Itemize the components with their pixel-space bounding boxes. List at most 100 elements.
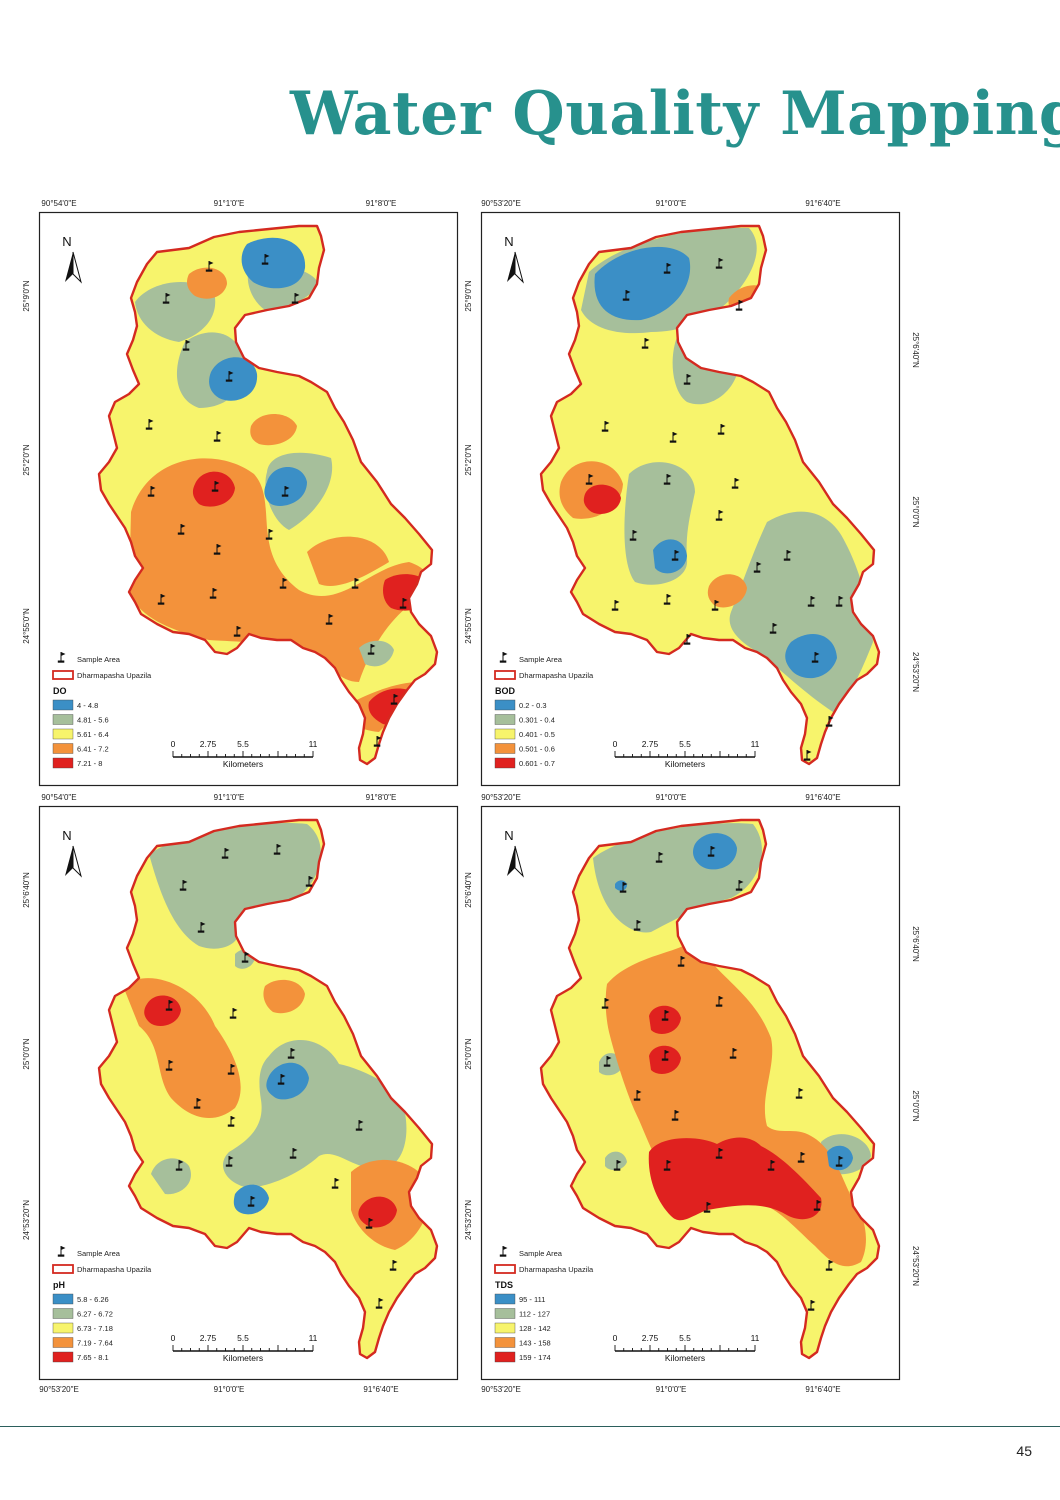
legend-swatch [52,1351,74,1363]
sample-site-icon [365,1218,374,1229]
sample-site-icon [825,1260,834,1271]
class-zone [358,1196,397,1228]
sample-site-icon [325,614,334,625]
legend-swatch [52,757,74,769]
sample-site-icon [287,1048,296,1059]
sample-site-icon [715,258,724,269]
sample-site-icon [225,371,234,382]
sample-site-icon [265,529,274,540]
right-coordinate-label: 24°53'20"N [911,1246,920,1286]
sample-site-icon [351,578,360,589]
sample-site-icon [707,846,716,857]
scale-tick-label: 0 [171,739,176,749]
legend-class-label: 4 - 4.8 [77,701,98,710]
sample-site-icon [813,1200,822,1211]
north-arrow-icon: N [504,828,524,878]
sample-site-icon [499,652,508,663]
legend-class-label: 6.27 - 6.72 [77,1310,113,1319]
sample-site-icon [145,419,154,430]
legend-class-label: 0.501 - 0.6 [519,745,555,754]
sample-site-icon [305,876,314,887]
sample-site-icon [289,1148,298,1159]
scale-bar: 0 2.75 5.5 11 Kilometers [613,1333,760,1363]
legend-parameter-title: TDS [495,1280,513,1290]
legend-class-label: 6.73 - 7.18 [77,1324,113,1333]
sample-sites [165,844,398,1309]
scale-tick-label: 11 [751,739,760,749]
legend-swatch [494,743,516,754]
sample-site-icon [213,431,222,442]
class-zone [594,246,691,321]
scale-bar: 0 2.75 5.5 11 Kilometers [171,739,318,769]
sample-site-icon [711,600,720,611]
sample-site-icon [355,1120,364,1131]
class-zone [241,237,306,289]
class-zone [209,357,258,401]
sample-sites [585,258,844,761]
top-coordinate-label: 91°8'0"E [366,199,397,208]
sample-site-icon [735,880,744,891]
sample-site-icon [331,1178,340,1189]
bottom-coordinate-label: 91°0'0"E [656,1385,687,1394]
class-zone [729,511,873,712]
sample-site-icon [175,1160,184,1171]
scale-unit-label: Kilometers [665,759,705,769]
footer-divider [0,1426,1060,1427]
left-coordinate-label: 25°0'0"N [464,1038,473,1069]
legend-class-label: 0.2 - 0.3 [519,701,547,710]
legend-class-label: 5.61 - 6.4 [77,730,109,739]
left-coordinate-label: 25°2'0"N [22,444,31,475]
page-title: Water Quality Mapping [290,79,1060,149]
legend-parameter-title: DO [53,686,67,696]
sample-site-icon [622,290,631,301]
legend-class-label: 6.41 - 7.2 [77,745,109,754]
scale-tick-label: 11 [309,1333,318,1343]
sample-site-icon [585,474,594,485]
sample-site-icon [633,1090,642,1101]
sample-site-icon [683,374,692,385]
class-zone [583,484,621,514]
sample-site-icon [669,432,678,443]
scale-tick-label: 2.75 [642,739,659,749]
sample-site-icon [703,1202,712,1213]
class-zone [605,1151,627,1171]
class-zone [648,1137,822,1221]
sample-site-icon [281,486,290,497]
sample-sites [601,846,844,1311]
sample-site-icon [611,600,620,611]
sample-site-icon [807,596,816,607]
legend-swatch [494,714,516,725]
legend-parameter-title: BOD [495,686,516,696]
sample-site-icon [811,652,820,663]
sample-site-icon [835,596,844,607]
top-coordinate-label: 90°54'0"E [41,793,76,802]
sample-site-icon [783,550,792,561]
tds-map: N 90°53'20"E 91°0'0"E 91°6'40"E 25°6'40"N 25°… [464,793,920,1394]
sample-site-icon [375,1298,384,1309]
legend-parameter-title: pH [53,1280,65,1290]
sample-site-icon [57,1246,66,1257]
sample-site-icon [261,254,270,265]
sample-site-icon [157,594,166,605]
sample-site-icon [227,1064,236,1075]
class-zone [653,539,687,574]
scale-tick-label: 11 [309,739,318,749]
top-coordinate-label: 91°6'40"E [805,199,840,208]
sample-site-icon [767,1160,776,1171]
sample-site-icon [641,338,650,349]
legend-swatch [494,1293,516,1305]
scale-unit-label: Kilometers [223,1353,263,1363]
left-coordinate-label: 25°6'40"N [22,872,31,908]
sample-site-icon [213,544,222,555]
class-zone [144,995,181,1026]
sample-site-icon [729,1048,738,1059]
sample-site-icon [753,562,762,573]
top-coordinate-label: 90°53'20"E [481,793,521,802]
sample-site-icon [797,1152,806,1163]
left-coordinate-label: 24°55'0"N [464,608,473,644]
legend-class-label: 0.401 - 0.5 [519,730,555,739]
sample-site-icon [227,1116,236,1127]
bod-map-panel: N 90°53'20"E 91°0'0"E 91°6'40"E 25°9'0"N 25°2… [464,199,920,787]
sample-site-icon [247,1196,256,1207]
sample-site-icon [715,996,724,1007]
